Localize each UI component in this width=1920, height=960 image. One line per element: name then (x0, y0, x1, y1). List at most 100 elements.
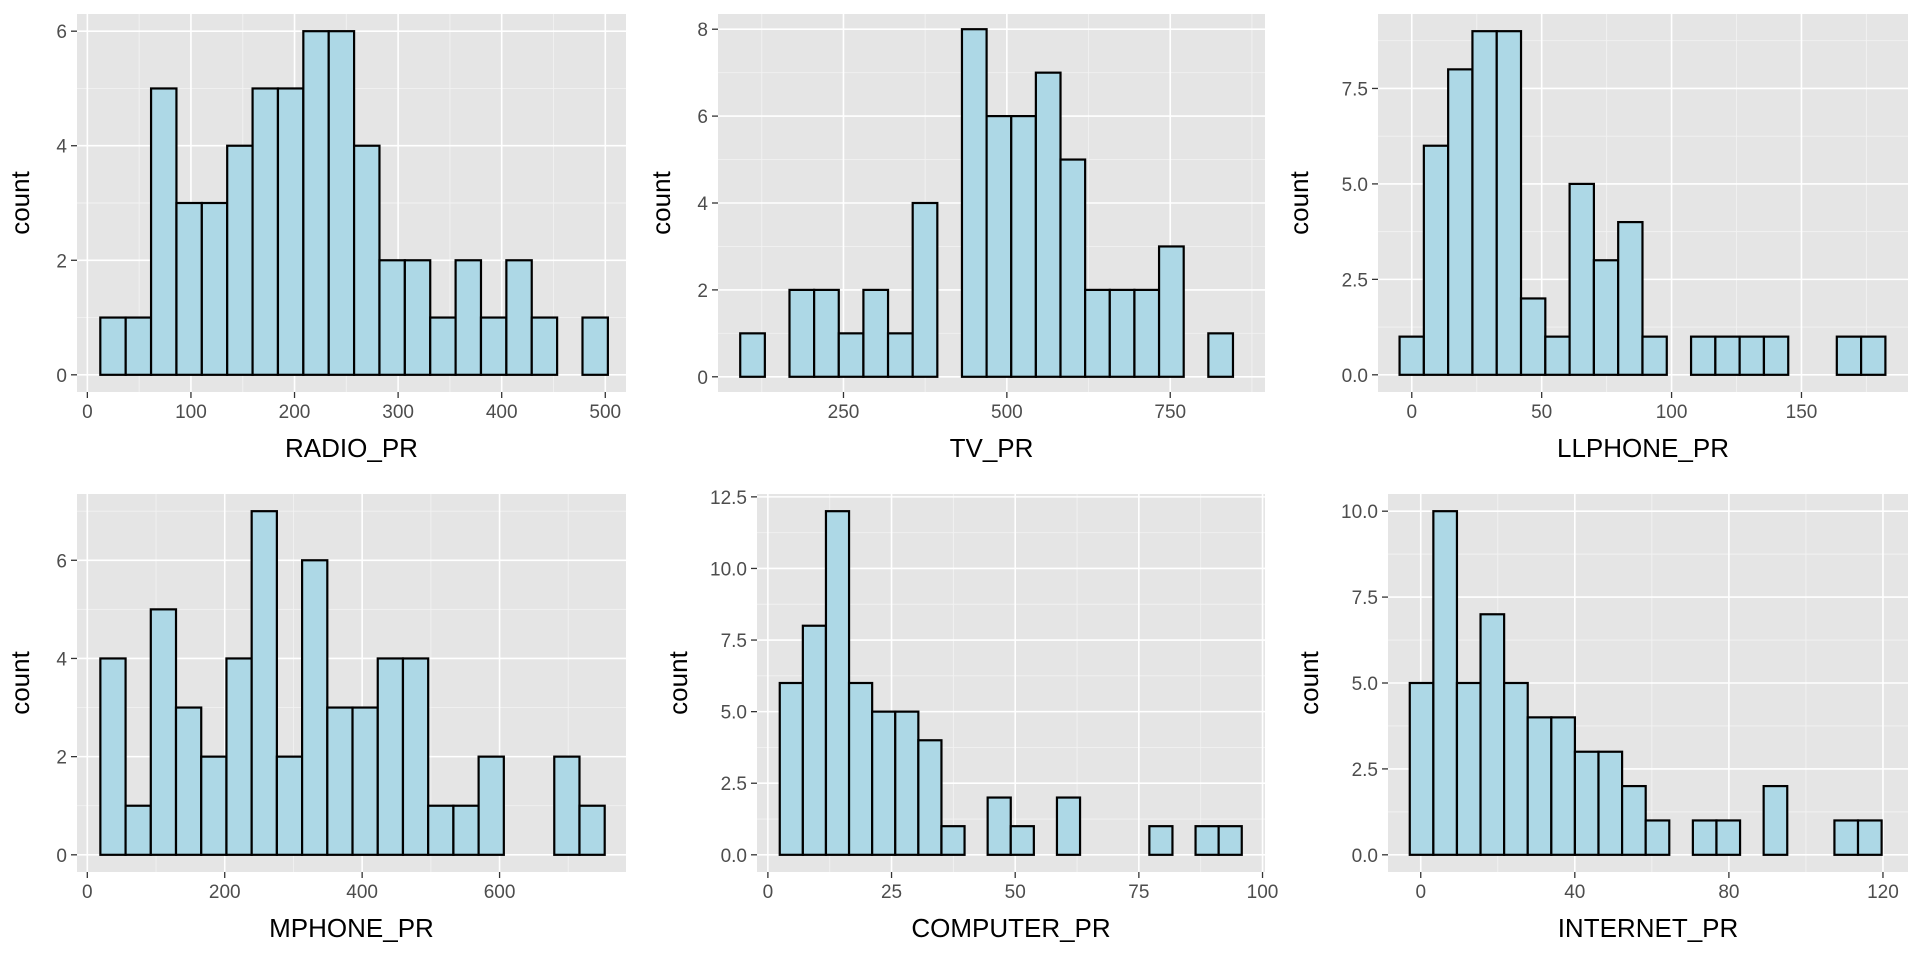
histogram-bar (985, 115, 1013, 378)
histogram-bar (1059, 158, 1087, 378)
histogram-bar (911, 201, 939, 378)
y-tick-label: 2 (697, 281, 708, 302)
y-tick-label: 7.5 (1342, 79, 1368, 100)
histogram-bar (940, 825, 966, 856)
histogram-bar (149, 87, 178, 376)
histogram-bar (327, 30, 356, 376)
y-tick-label: 4 (56, 137, 67, 158)
y-tick-label: 10.0 (710, 559, 747, 580)
y-tick-label: 6 (697, 107, 708, 128)
histogram-bar (739, 332, 766, 378)
histogram-bar (200, 755, 228, 856)
histogram-bar (1519, 297, 1547, 376)
histogram-bar (1856, 819, 1883, 856)
histogram-bar (124, 316, 153, 376)
histogram-bar (1568, 182, 1595, 376)
histogram-bar (225, 657, 253, 856)
histogram-bar (275, 755, 304, 856)
x-axis-title: MPHONE_PR (269, 913, 434, 943)
y-tick-label: 8 (697, 20, 708, 41)
y-tick-label: 4 (56, 649, 67, 670)
histogram-bar (1009, 825, 1035, 856)
histogram-bar (378, 259, 406, 376)
histogram-bar (1084, 288, 1111, 378)
histogram-bar (99, 316, 127, 376)
histogram-bar (326, 706, 354, 856)
histogram-bar (1835, 335, 1863, 376)
y-tick-label: 2 (56, 251, 67, 272)
histogram-bar (452, 804, 480, 856)
y-tick-label: 6 (56, 22, 67, 43)
histogram-bar (376, 657, 405, 856)
x-tick-label: 100 (175, 402, 207, 423)
y-tick-label: 2 (56, 748, 67, 769)
x-tick-label: 50 (1005, 882, 1026, 903)
histogram-bar (1544, 335, 1571, 376)
histogram-bar (986, 796, 1012, 856)
y-tick-label: 4 (697, 194, 708, 215)
y-tick-label: 5.0 (721, 703, 747, 724)
x-tick-label: 0 (82, 882, 93, 903)
x-tick-label: 200 (279, 402, 311, 423)
histogram-bar (276, 87, 305, 376)
x-axis-title: INTERNET_PR (1558, 913, 1739, 943)
y-tick-label: 10.0 (1341, 502, 1378, 523)
histogram-bar (477, 755, 505, 856)
y-tick-label: 7.5 (1352, 588, 1378, 609)
histogram-bar (1641, 335, 1668, 376)
histogram-bar (454, 259, 483, 376)
histogram-bar (813, 288, 840, 378)
histogram-bar (1738, 335, 1766, 376)
x-tick-label: 150 (1786, 402, 1818, 423)
histogram-bar (1133, 288, 1161, 378)
histogram-bar (837, 332, 865, 378)
histogram-bar (175, 201, 203, 376)
histogram-bar (1471, 30, 1498, 376)
histogram-bar (1010, 115, 1037, 378)
histogram-bar (251, 87, 280, 376)
histogram-bar (894, 710, 920, 856)
histogram-bar (1194, 825, 1220, 856)
histogram-bar (960, 28, 988, 378)
y-axis-title: count (663, 650, 693, 714)
x-tick-label: 80 (1718, 882, 1739, 903)
x-tick-label: 0 (1406, 402, 1417, 423)
x-axis-title: COMPUTER_PR (911, 913, 1110, 943)
y-tick-label: 0 (56, 846, 67, 867)
histogram-panel: 0 40 80 120 0.0 2.5 5.0 7.5 10.0 INTERNET_PR count (1294, 494, 1908, 943)
y-tick-label: 0.0 (721, 846, 747, 867)
histogram-bar (1157, 245, 1185, 378)
histogram-bar (1715, 819, 1742, 856)
histogram-bar (801, 624, 828, 856)
y-axis-title: count (646, 170, 676, 234)
x-tick-label: 0 (82, 402, 93, 423)
x-tick-label: 750 (1154, 402, 1186, 423)
histogram-panel: 0 100 200 300 400 500 0 2 4 6 RADIO_PR count (5, 14, 626, 463)
histogram-bar (149, 608, 178, 856)
histogram-bar (1495, 30, 1523, 376)
y-tick-label: 0 (56, 366, 67, 387)
histogram-bar (1207, 332, 1235, 378)
y-tick-label: 12.5 (710, 488, 747, 509)
histogram-bar (1148, 825, 1174, 856)
y-axis-title: count (1284, 170, 1314, 234)
x-axis-title: LLPHONE_PR (1557, 433, 1729, 463)
histogram-bar (200, 201, 229, 376)
x-tick-label: 400 (486, 402, 518, 423)
histogram-bar (778, 681, 804, 856)
histogram-bar (1055, 796, 1082, 856)
x-tick-label: 25 (881, 882, 902, 903)
histogram-bar (1762, 784, 1789, 856)
y-axis-title: count (5, 650, 35, 714)
x-tick-label: 500 (991, 402, 1023, 423)
histogram-bar (862, 288, 890, 378)
histogram-bar (302, 30, 330, 376)
histogram-bar (1860, 335, 1887, 376)
histogram-bar (226, 144, 254, 376)
y-tick-label: 5.0 (1342, 175, 1368, 196)
histogram-bar (1644, 819, 1671, 856)
x-tick-label: 100 (1656, 402, 1688, 423)
histogram-bar (1034, 71, 1062, 378)
y-tick-label: 2.5 (1352, 760, 1378, 781)
histogram-panel: 0 200 400 600 0 2 4 6 MPHONE_PR count (5, 494, 626, 943)
